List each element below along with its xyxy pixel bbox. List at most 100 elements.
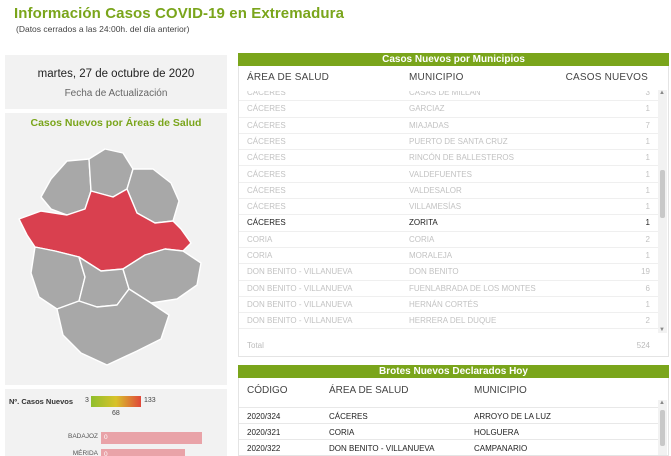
table-row[interactable]: CÁCERES GARCIAZ 1 [239, 101, 658, 118]
cell-area: DON BENITO - VILLANUEVA [247, 267, 353, 277]
municipios-scrollbar[interactable]: ▲ ▼ [658, 90, 667, 333]
table-row[interactable]: CORIA MORALEJA 1 [239, 248, 658, 265]
cell-area: CÁCERES [247, 104, 286, 114]
table-row[interactable]: CÁCERES VILLAMESÍAS 1 [239, 199, 658, 216]
legend-gradient [91, 396, 141, 407]
map-area-llerena-zafra[interactable] [56, 288, 170, 366]
table-row[interactable]: CÁCERES PUERTO DE SANTA CRUZ 1 [239, 134, 658, 151]
legend-max: 133 [144, 397, 156, 404]
total-label: Total [247, 341, 264, 350]
municipios-panel-header: Casos Nuevos por Municipios [238, 53, 669, 66]
table-row[interactable]: DON BENITO - VILLANUEVA FUENLABRADA DE LO… [239, 281, 658, 297]
cell-municipio: VALDESALOR [409, 185, 462, 195]
cell-area: CÁCERES [247, 185, 286, 195]
cell-casos: 1 [645, 104, 650, 114]
map-title: Casos Nuevos por Áreas de Salud [30, 117, 202, 129]
cell-codigo: 2020/324 [247, 412, 281, 421]
cell-casos: 1 [645, 153, 650, 163]
legend-bar-label: MÉRIDA [72, 450, 98, 456]
municipios-table: ÁREA DE SALUD MUNICIPIO CASOS NUEVOS CÁC… [238, 66, 669, 357]
cell-municipio: GARCIAZ [409, 104, 445, 114]
table-row[interactable]: CÁCERES RINCÓN DE BALLESTEROS 1 [239, 150, 658, 167]
cell-casos: 2 [645, 316, 650, 326]
legend-bar-label: BADAJOZ [68, 433, 98, 440]
brotes-scroll-up-icon[interactable]: ▲ [659, 400, 665, 406]
cell-municipio: HERRERA DEL DUQUE [409, 316, 497, 326]
cell-codigo: 2020/322 [247, 444, 281, 453]
col-brote-area[interactable]: ÁREA DE SALUD [329, 385, 409, 396]
cell-municipio: RINCÓN DE BALLESTEROS [409, 153, 514, 163]
cell-casos: 2 [645, 234, 650, 244]
scroll-thumb[interactable] [660, 170, 665, 218]
total-row: Total 524 [239, 336, 658, 352]
municipios-rows: CÁCERES CASAS DE MILLÁN 3 CÁCERES GARCIAZ 1 CÁ… [239, 91, 658, 332]
cell-municipio: CASAS DE MILLÁN [409, 91, 481, 97]
legend-bar-fill [101, 449, 185, 456]
brotes-scrollbar[interactable]: ▲ [658, 400, 667, 455]
table-row[interactable]: 2020/322 DON BENITO - VILLANUEVA CAMPANARI… [239, 439, 658, 455]
cell-area: CÁCERES [247, 153, 286, 163]
scroll-down-icon[interactable]: ▼ [659, 327, 665, 333]
extremadura-map [18, 148, 202, 366]
cell-casos: 1 [645, 218, 650, 228]
cell-municipio: ZORITA [409, 218, 438, 228]
cell-casos: 7 [645, 120, 650, 130]
cell-area: CÁCERES [247, 136, 286, 146]
table-row[interactable]: CÁCERES VALDEFUENTES 1 [239, 167, 658, 183]
table-row[interactable]: CÁCERES VALDESALOR 1 [239, 183, 658, 200]
legend-bar-value: 0 [104, 434, 108, 441]
cell-municipio: PUERTO DE SANTA CRUZ [409, 136, 508, 146]
legend-bar-row[interactable]: BADAJOZ 0 [5, 432, 227, 444]
table-row[interactable]: CÁCERES CASAS DE MILLÁN 3 [239, 91, 658, 102]
col-brote-municipio[interactable]: MUNICIPIO [474, 385, 527, 396]
table-row[interactable]: 2020/324 CÁCERES ARROYO DE LA LUZ [239, 407, 658, 423]
table-row[interactable]: DON BENITO - VILLANUEVA HERRERA DEL DUQUE… [239, 313, 658, 330]
page-title: Información Casos COVID-19 en Extremadur… [14, 5, 345, 22]
page-subtitle: (Datos cerrados a las 24:00h. del día an… [16, 24, 190, 34]
table-row[interactable]: CÁCERES MIAJADAS 7 [239, 118, 658, 134]
cell-area: CORIA [247, 251, 273, 260]
cell-casos: 1 [645, 251, 650, 260]
cell-area: CÁCERES [247, 91, 286, 97]
cell-municipio: CORIA [409, 234, 435, 244]
legend-bar-value: 0 [104, 451, 108, 456]
cell-municipio: ARROYO DE LA LUZ [474, 412, 551, 421]
cell-casos: 1 [645, 185, 650, 195]
col-codigo[interactable]: CÓDIGO [247, 385, 288, 396]
table-row[interactable]: 2020/321 CORIA HOLGUERA [239, 423, 658, 439]
update-date: martes, 27 de octubre de 2020 [37, 68, 195, 80]
brotes-panel-header: Brotes Nuevos Declarados Hoy [238, 365, 669, 378]
cell-casos: 1 [645, 299, 650, 309]
cell-area: CÁCERES [247, 120, 286, 130]
map-area-coria[interactable] [40, 158, 92, 216]
col-casos[interactable]: CASOS NUEVOS [565, 72, 648, 83]
cell-area: DON BENITO - VILLANUEVA [247, 316, 353, 326]
table-row[interactable]: DON BENITO - VILLANUEVA DON BENITO 19 [239, 264, 658, 281]
table-row[interactable]: CÁCERES ZORITA 1 [239, 215, 658, 232]
col-municipio[interactable]: MUNICIPIO [409, 72, 464, 83]
cell-area: DON BENITO - VILLANUEVA [329, 444, 435, 453]
brotes-table: CÓDIGO ÁREA DE SALUD MUNICIPIO 2020/324 C… [238, 378, 669, 456]
update-date-card: martes, 27 de octubre de 2020 Fecha de A… [5, 55, 227, 109]
cell-municipio: MORALEJA [409, 251, 453, 260]
table-row[interactable]: DON BENITO - VILLANUEVA HERNÁN CORTÉS 1 [239, 297, 658, 314]
cell-municipio: DON BENITO [409, 267, 459, 277]
legend-bar-row[interactable]: MÉRIDA 0 [5, 449, 227, 456]
cell-casos: 1 [645, 169, 650, 179]
cell-area: CÁCERES [247, 169, 286, 179]
scroll-up-icon[interactable]: ▲ [659, 90, 665, 96]
cell-casos: 19 [641, 267, 650, 277]
map-area-badajoz[interactable] [30, 246, 86, 310]
legend-bar-fill [101, 432, 202, 444]
legend-min: 3 [85, 397, 89, 404]
total-value: 524 [636, 341, 650, 350]
cell-casos: 3 [645, 91, 650, 97]
table-row[interactable]: CORIA CORIA 2 [239, 232, 658, 248]
cell-area: DON BENITO - VILLANUEVA [247, 283, 353, 293]
brotes-scroll-thumb[interactable] [660, 410, 665, 446]
map-card: Casos Nuevos por Áreas de Salud [5, 113, 227, 385]
cell-municipio: CAMPANARIO [474, 444, 528, 453]
cell-casos: 1 [645, 136, 650, 146]
col-area[interactable]: ÁREA DE SALUD [247, 72, 330, 83]
cell-municipio: VALDEFUENTES [409, 169, 472, 179]
